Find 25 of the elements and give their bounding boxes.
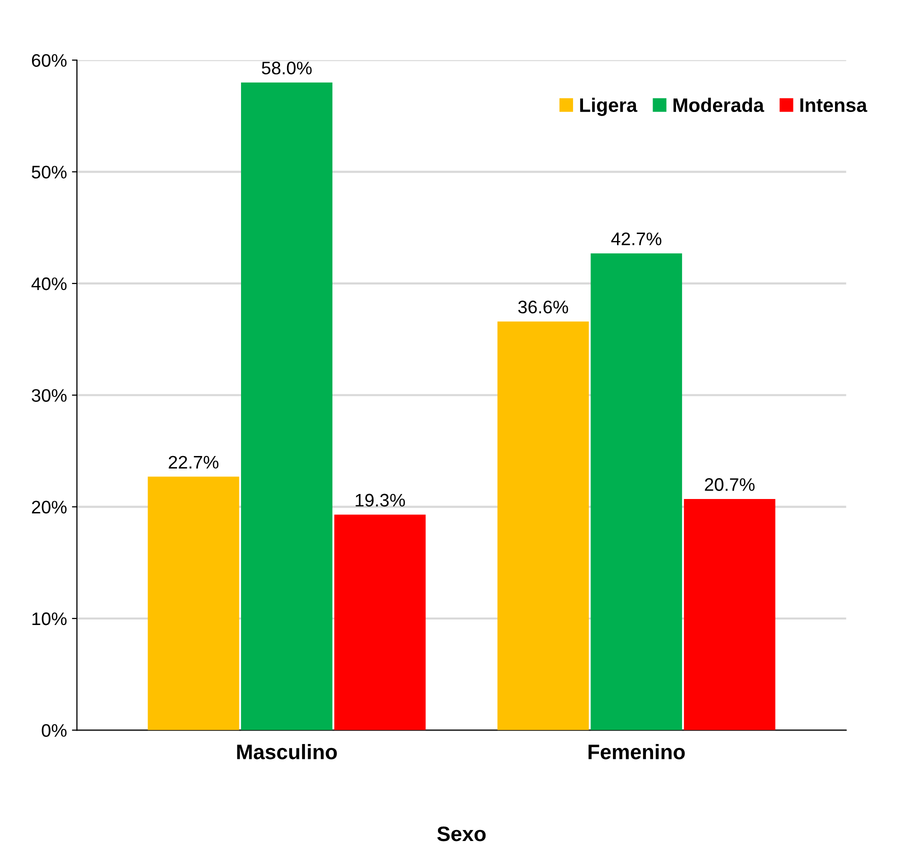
x-tick-label: Masculino	[237, 744, 337, 760]
bar	[148, 476, 240, 730]
data-label: 42.7%	[611, 232, 662, 246]
legend-label: Moderada	[674, 98, 764, 112]
data-label: 20.7%	[704, 478, 755, 491]
x-tick-label: Femenino	[588, 744, 685, 760]
legend-label: Ligera	[580, 98, 638, 116]
data-label: 22.7%	[168, 456, 218, 469]
bar	[241, 82, 332, 730]
data-label: 19.3%	[356, 494, 405, 507]
y-tick-label: 40%	[31, 277, 67, 290]
x-axis-title: Sexo	[437, 826, 486, 842]
bar	[684, 498, 776, 730]
legend-label: Intensa	[800, 98, 868, 112]
y-tick-label: 0%	[42, 724, 67, 737]
bar	[590, 253, 682, 730]
bar	[334, 514, 426, 730]
y-tick-label: 20%	[32, 500, 67, 514]
bar	[497, 321, 589, 730]
y-tick-label: 30%	[32, 389, 67, 402]
data-label: 58.0%	[262, 62, 312, 74]
y-tick-label: 60%	[32, 54, 67, 67]
y-tick-label: 50%	[32, 166, 67, 179]
y-tick-label: 10%	[32, 612, 67, 626]
data-label: 36.6%	[518, 300, 568, 314]
